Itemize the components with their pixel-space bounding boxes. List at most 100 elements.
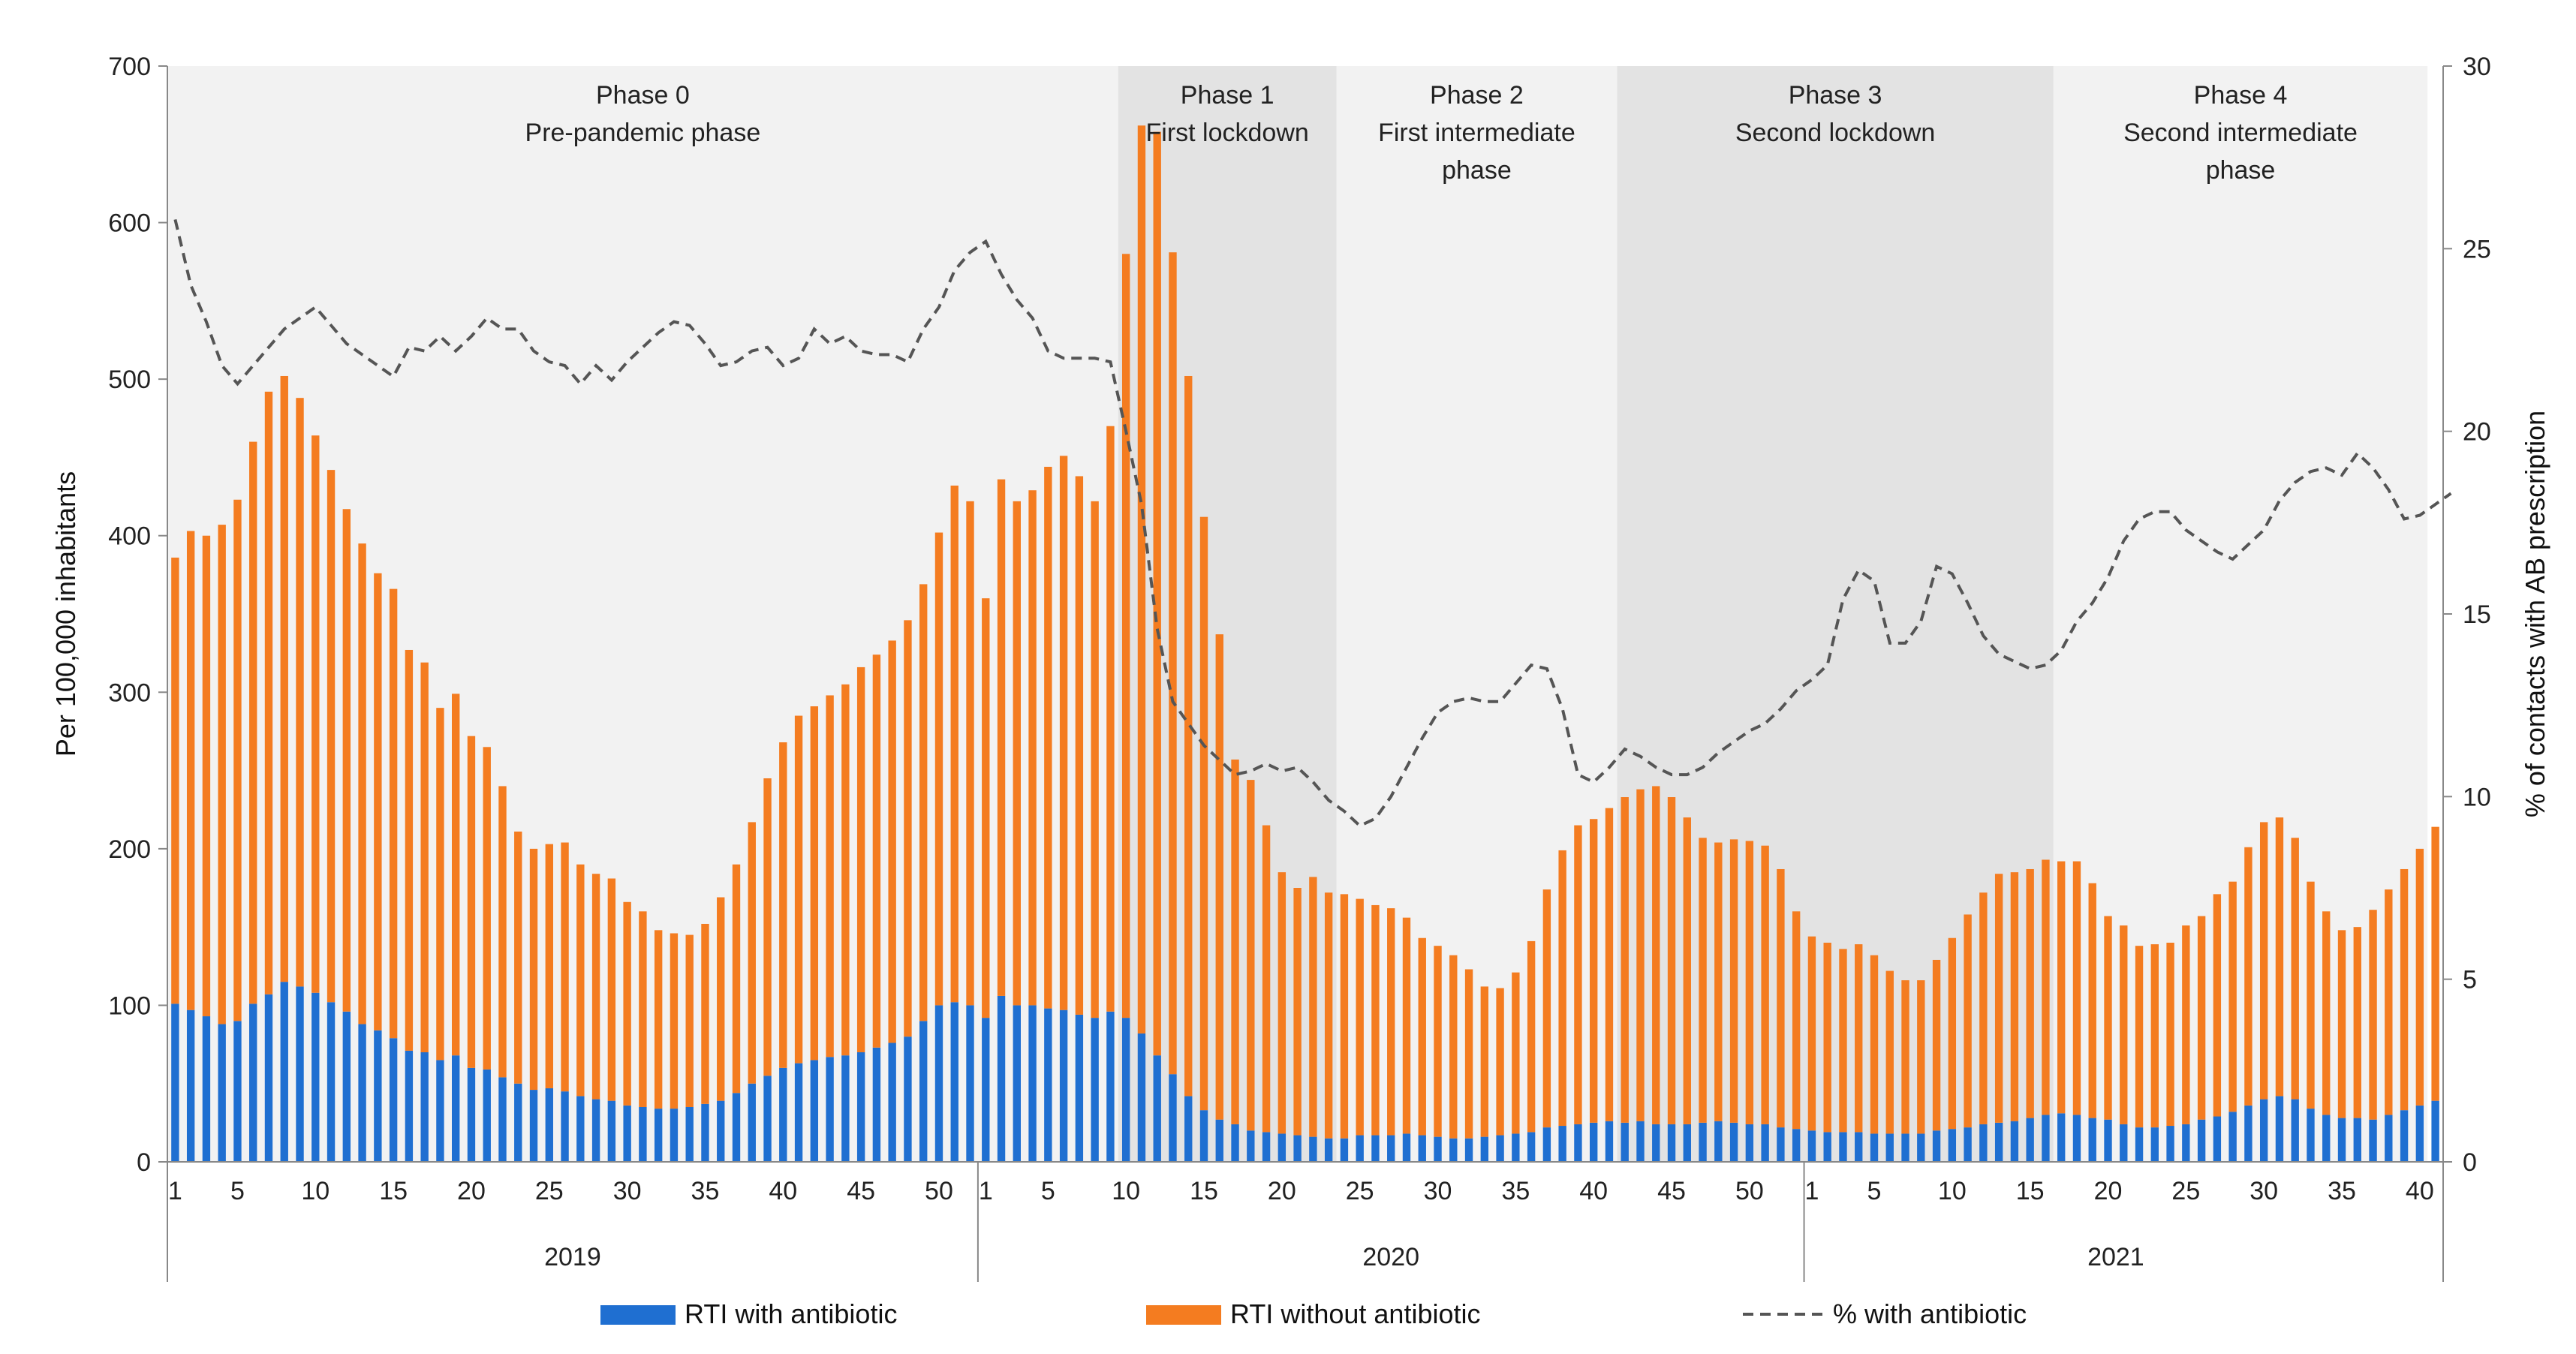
bar-with-ab-114 <box>1948 1129 1957 1162</box>
bar-without-ab-12 <box>358 543 366 1025</box>
bar-with-ab-0 <box>171 1003 179 1162</box>
bar-with-ab-30 <box>639 1107 647 1162</box>
y-tick-label-100: 100 <box>108 991 151 1020</box>
bar-with-ab-117 <box>1994 1122 2003 1162</box>
bar-series <box>171 125 2439 1162</box>
bar-without-ab-57 <box>1059 456 1068 1010</box>
bar-with-ab-51 <box>966 1005 974 1162</box>
bar-with-ab-7 <box>280 982 288 1162</box>
bar-without-ab-41 <box>810 706 819 1061</box>
bar-with-ab-55 <box>1028 1005 1037 1162</box>
bar-without-ab-6 <box>264 391 273 994</box>
bar-with-ab-75 <box>1340 1138 1349 1162</box>
bar-with-ab-88 <box>1542 1127 1551 1162</box>
bar-without-ab-72 <box>1293 888 1302 1136</box>
bar-with-ab-67 <box>1215 1119 1223 1162</box>
bar-without-ab-10 <box>327 470 336 1003</box>
x-tick-label-2019-15: 15 <box>379 1177 408 1205</box>
bar-with-ab-33 <box>685 1107 694 1162</box>
bar-without-ab-21 <box>498 786 507 1078</box>
bar-without-ab-120 <box>2042 859 2050 1115</box>
x-tick-label-2021-15: 15 <box>2016 1177 2045 1205</box>
bar-with-ab-100 <box>1729 1122 1738 1162</box>
bar-with-ab-2 <box>202 1016 211 1162</box>
bar-without-ab-59 <box>1091 501 1099 1019</box>
bar-with-ab-112 <box>1917 1133 1925 1162</box>
phase-1-line-2: First lockdown <box>1146 119 1309 147</box>
bar-without-ab-75 <box>1340 894 1349 1139</box>
bar-without-ab-61 <box>1121 254 1130 1019</box>
bar-without-ab-11 <box>342 509 351 1012</box>
bar-without-ab-39 <box>779 742 787 1068</box>
bar-with-ab-90 <box>1574 1124 1582 1162</box>
bar-without-ab-119 <box>2026 868 2034 1118</box>
bar-with-ab-141 <box>2369 1119 2377 1162</box>
bar-with-ab-106 <box>1823 1132 1831 1162</box>
bar-without-ab-105 <box>1807 936 1816 1131</box>
bar-with-ab-44 <box>856 1052 865 1162</box>
bar-without-ab-81 <box>1434 946 1442 1137</box>
year-label-2019: 2019 <box>544 1243 601 1271</box>
bar-without-ab-130 <box>2197 916 2206 1120</box>
y2-tick-label-20: 20 <box>2463 418 2491 447</box>
bar-with-ab-9 <box>311 992 320 1162</box>
bar-with-ab-109 <box>1870 1133 1879 1162</box>
bar-without-ab-122 <box>2072 861 2081 1115</box>
bar-with-ab-8 <box>296 986 304 1162</box>
bar-with-ab-135 <box>2275 1096 2284 1162</box>
bar-without-ab-60 <box>1106 426 1115 1012</box>
bar-with-ab-47 <box>904 1037 912 1162</box>
bar-with-ab-25 <box>561 1091 569 1162</box>
bar-with-ab-81 <box>1434 1136 1442 1162</box>
bar-with-ab-133 <box>2244 1105 2252 1162</box>
bar-without-ab-43 <box>841 684 850 1056</box>
bar-without-ab-98 <box>1699 838 1707 1123</box>
bar-with-ab-101 <box>1745 1124 1754 1162</box>
bar-with-ab-78 <box>1387 1135 1395 1162</box>
bar-without-ab-50 <box>950 485 958 1003</box>
bar-without-ab-16 <box>420 662 429 1052</box>
bar-without-ab-132 <box>2228 881 2237 1112</box>
y2-tick-label-15: 15 <box>2463 600 2491 629</box>
bar-with-ab-98 <box>1699 1122 1707 1162</box>
bar-without-ab-77 <box>1371 904 1380 1136</box>
bar-without-ab-28 <box>607 878 616 1101</box>
x-tick-label-2020-30: 30 <box>1424 1177 1452 1205</box>
bar-with-ab-70 <box>1262 1132 1271 1162</box>
bar-without-ab-123 <box>2088 883 2096 1118</box>
bar-without-ab-94 <box>1636 789 1645 1121</box>
bar-without-ab-63 <box>1153 131 1161 1056</box>
bar-with-ab-4 <box>233 1021 242 1162</box>
bar-without-ab-36 <box>732 864 741 1094</box>
bar-without-ab-110 <box>1885 970 1894 1134</box>
bar-without-ab-27 <box>591 874 600 1100</box>
bar-without-ab-97 <box>1683 817 1691 1124</box>
legend-swatch-1 <box>1146 1305 1221 1325</box>
bar-without-ab-125 <box>2120 925 2128 1124</box>
bar-without-ab-95 <box>1652 786 1660 1124</box>
bar-with-ab-37 <box>748 1083 756 1162</box>
phase-2-line-1: Phase 2 <box>1430 81 1524 110</box>
bar-with-ab-107 <box>1839 1132 1847 1162</box>
bar-without-ab-25 <box>561 842 569 1092</box>
y2-tick-label-0: 0 <box>2463 1148 2477 1177</box>
bar-without-ab-90 <box>1574 825 1582 1124</box>
bar-with-ab-140 <box>2353 1118 2361 1162</box>
bar-with-ab-19 <box>467 1067 476 1162</box>
bar-without-ab-140 <box>2353 927 2361 1118</box>
bar-without-ab-112 <box>1917 980 1925 1134</box>
bar-without-ab-51 <box>966 501 974 1006</box>
bar-with-ab-124 <box>2104 1119 2112 1162</box>
bar-without-ab-70 <box>1262 825 1271 1133</box>
bar-without-ab-1 <box>186 531 195 1010</box>
bar-with-ab-105 <box>1807 1130 1816 1162</box>
bar-with-ab-82 <box>1449 1138 1458 1162</box>
bar-with-ab-142 <box>2385 1115 2393 1162</box>
bar-without-ab-44 <box>856 666 865 1052</box>
bar-with-ab-92 <box>1605 1121 1614 1162</box>
bar-without-ab-71 <box>1277 872 1286 1134</box>
x-tick-label-2020-40: 40 <box>1579 1177 1608 1205</box>
bar-with-ab-46 <box>888 1043 896 1162</box>
bar-without-ab-34 <box>701 923 709 1104</box>
bar-with-ab-43 <box>841 1055 850 1162</box>
